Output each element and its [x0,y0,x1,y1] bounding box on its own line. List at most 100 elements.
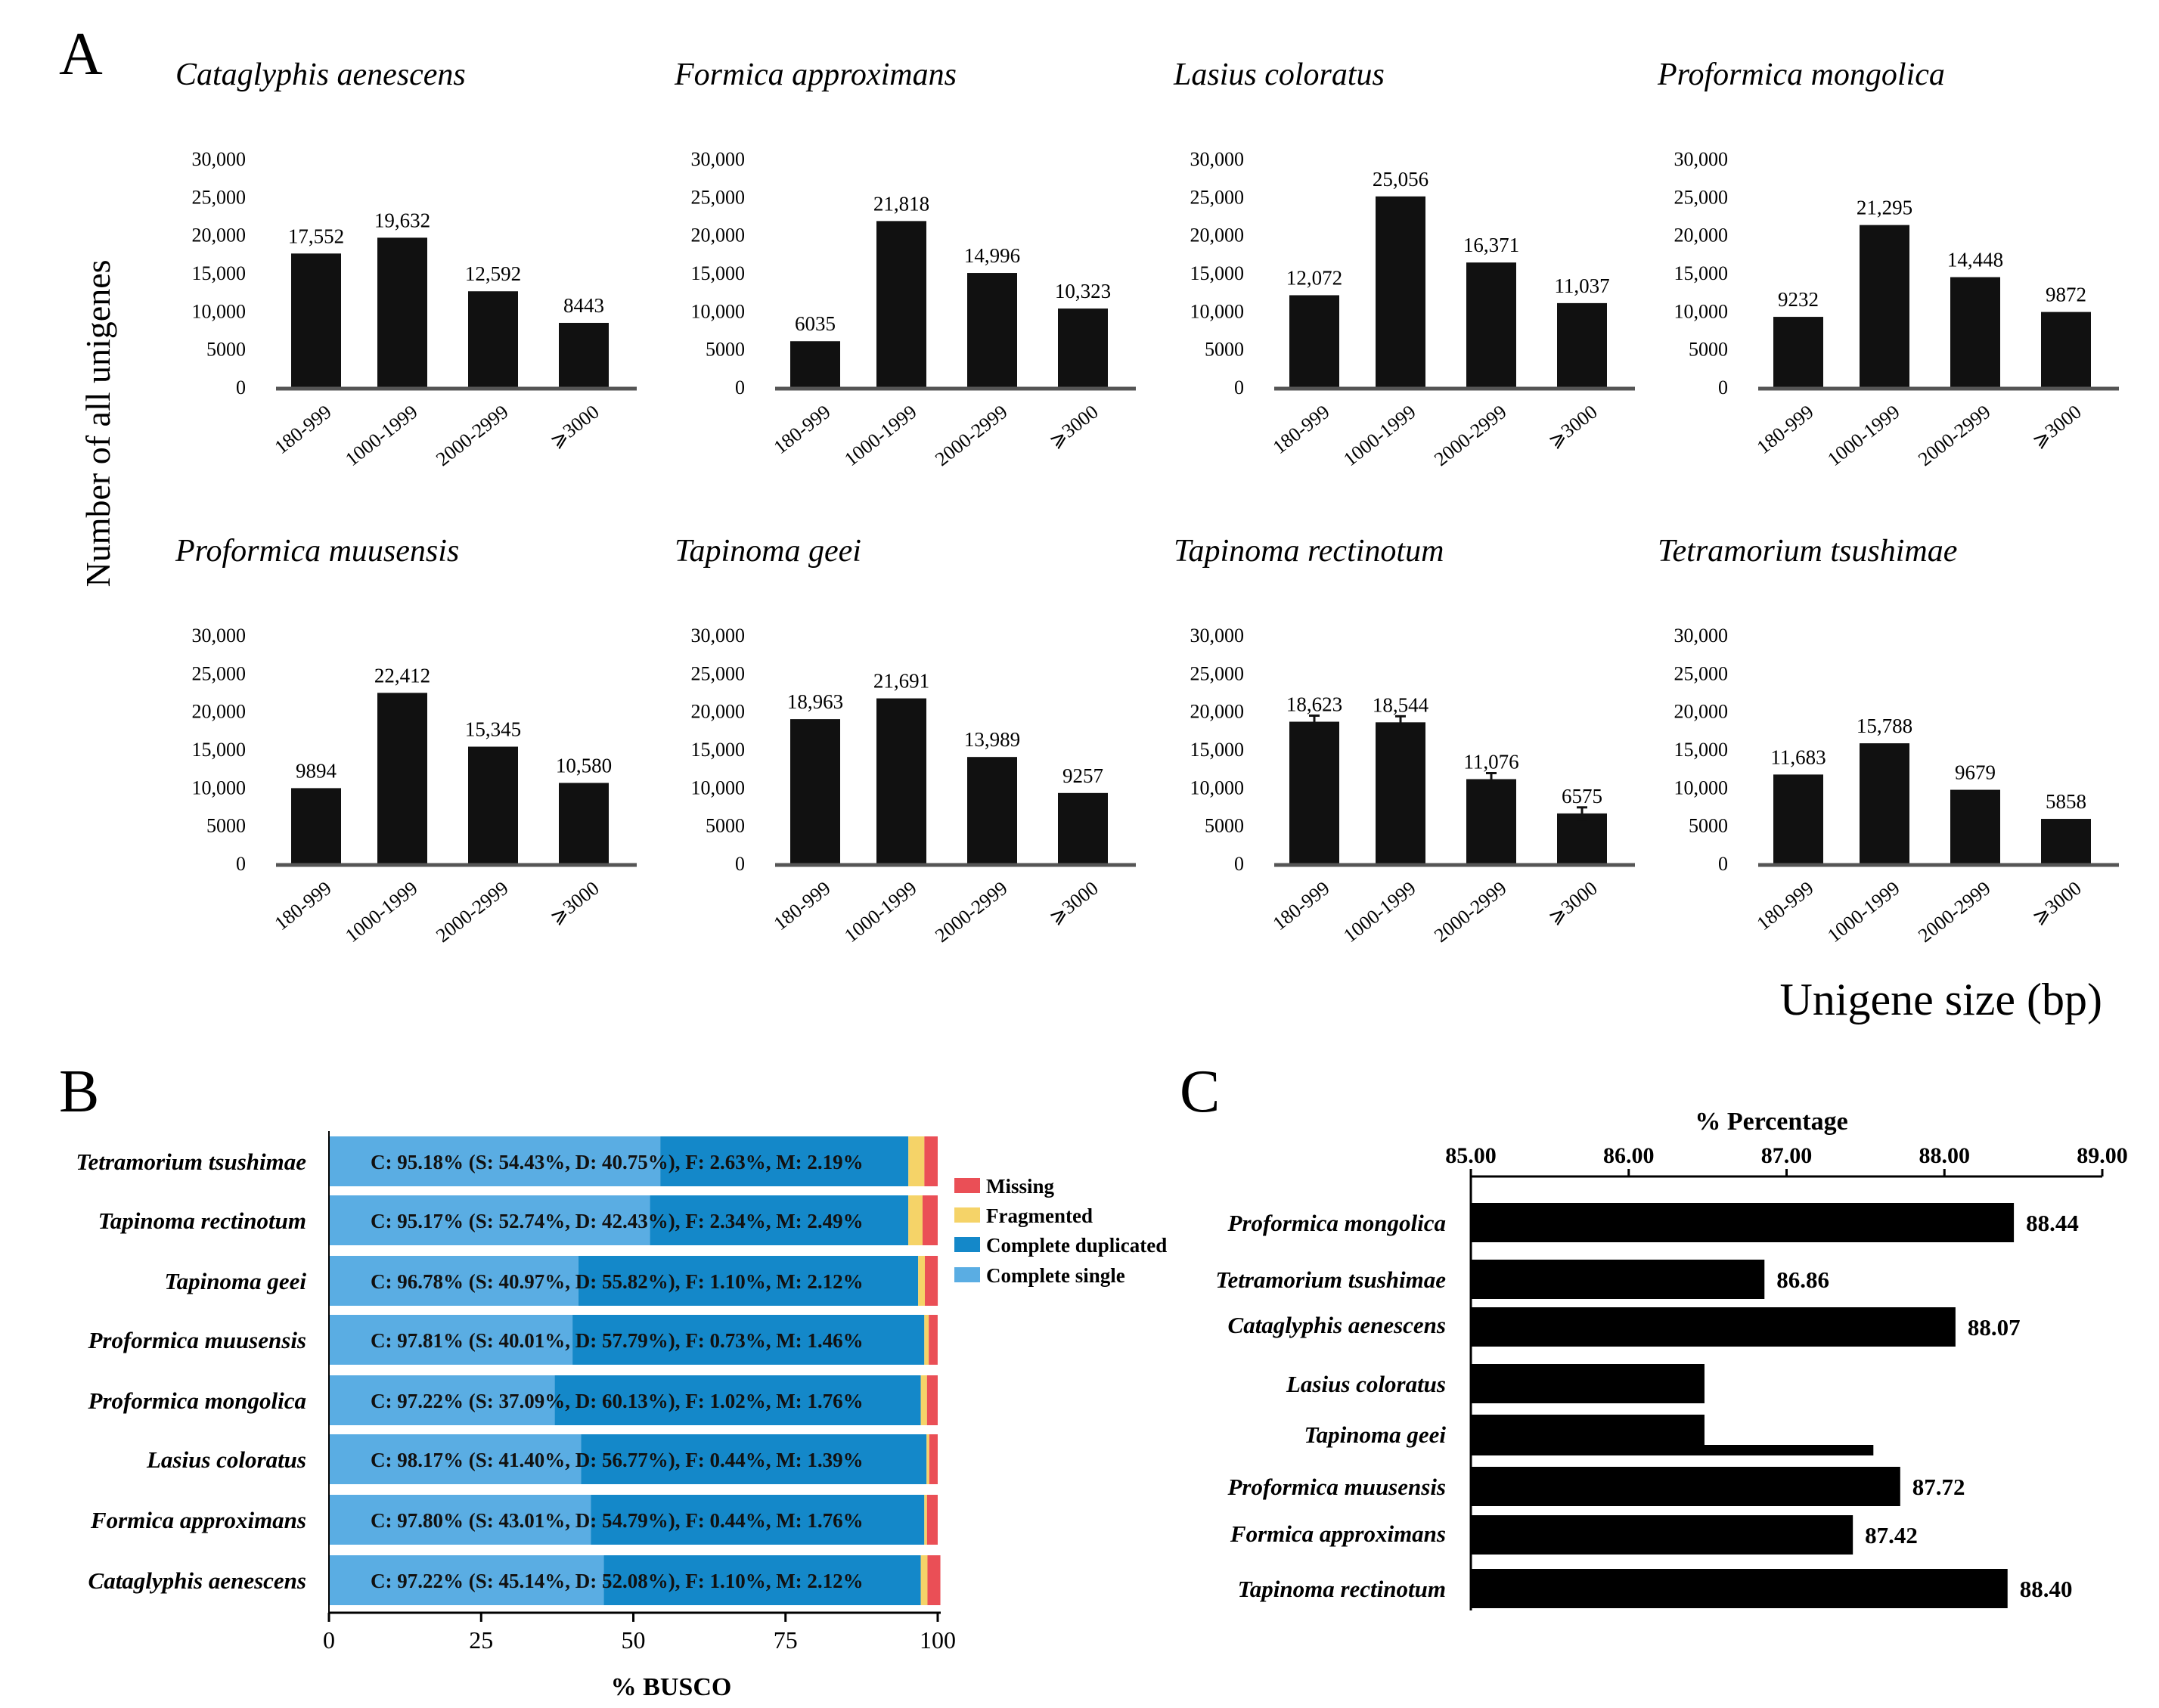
histogram-bar [559,323,609,387]
percentage-bar [1471,1569,2008,1608]
y-tick-label: 30,000 [691,625,746,646]
percentage-bar [1471,1260,1765,1299]
legend-swatch [954,1237,980,1252]
y-tick-label: 0 [735,853,745,875]
busco-segment-missing [922,1195,938,1245]
y-tick-label: 25,000 [691,662,746,684]
busco-segment-fragmented [908,1136,925,1186]
histogram-bar [1289,295,1339,387]
busco-legend-item: Complete duplicated [954,1234,1167,1257]
y-tick-label: 25,000 [1190,186,1245,208]
percentage-bar [1471,1307,1956,1347]
y-tick-label: 30,000 [1674,625,1729,646]
bar-value-label: 8443 [563,294,604,317]
busco-row: Cataglyphis aenescens C: 97.22% (S: 45.14… [88,1555,941,1605]
histogram-bar [1289,721,1339,863]
bar-value-label: 11,683 [1770,746,1826,768]
percentage-row: Lasius coloratus [1286,1364,1705,1403]
percentage-row: Proformica muusensis 87.72 [1227,1467,1965,1506]
y-tick-label: 5000 [706,815,745,837]
bar-value-label: 10,323 [1055,280,1111,302]
bar-value-label: 18,963 [787,690,843,713]
histogram-bar [1058,308,1108,387]
percentage-bar [1471,1364,1705,1403]
busco-bar-label: C: 96.78% (S: 40.97%, D: 55.82%), F: 1.1… [371,1270,864,1293]
bar-value-label: 21,691 [873,670,929,693]
busco-segment-missing [925,1256,938,1306]
panel-label-a: A [59,21,103,88]
y-tick-label: 10,000 [691,300,746,322]
busco-segment-complete-duplicated [650,1195,909,1245]
bar-value-label: 22,412 [374,664,430,687]
y-tick-label: 15,000 [691,262,746,284]
histogram-bar [1773,317,1823,387]
busco-x-tick-label: 75 [774,1626,798,1654]
busco-segment-complete-single [329,1495,591,1545]
histogram-bar [291,253,341,387]
y-tick-label: 15,000 [1190,262,1245,284]
percentage-x-tick-label: 85.00 [1445,1143,1497,1168]
percentage-value-label: 87.42 [1865,1522,1918,1548]
percentage-bar [1471,1203,2015,1242]
histogram-bar [1950,789,2000,863]
y-tick-label: 10,000 [1190,777,1245,798]
y-tick-label: 25,000 [1190,662,1245,684]
y-tick-label: 30,000 [192,625,247,646]
y-tick-label: 10,000 [691,777,746,798]
percentage-row: Cataglyphis aenescens 88.07 [1228,1307,2021,1347]
histogram-title: Proformica mongolica [1657,57,1945,92]
busco-row: Tetramorium tsushimae C: 95.18% (S: 54.43… [76,1136,938,1186]
panel-a-y-axis-label: Number of all unigenes [79,259,117,587]
y-tick-label: 5000 [206,815,246,837]
busco-segment-fragmented [924,1315,929,1365]
busco-segment-missing [924,1136,938,1186]
bar-value-label: 10,580 [556,754,612,777]
percentage-value-label: 88.40 [2020,1576,2073,1602]
panel-label-b: B [59,1059,99,1125]
percentage-species-label: Proformica muusensis [1227,1474,1446,1500]
y-tick-label: 5000 [1689,815,1728,837]
percentage-species-label: Cataglyphis aenescens [1228,1312,1446,1338]
y-tick-label: 30,000 [1190,148,1245,170]
busco-x-tick-label: 0 [323,1626,335,1654]
bar-value-label: 6035 [795,312,836,335]
busco-species-label: Lasius coloratus [146,1446,306,1473]
y-tick-label: 20,000 [1674,701,1729,723]
bar-value-label: 25,056 [1373,168,1428,191]
y-tick-label: 10,000 [1674,777,1729,798]
y-tick-label: 25,000 [192,662,247,684]
panel-c-percentage-chart: % Percentage 85.00 86.00 87.00 88.00 89.00 Pro… [1215,1108,2128,1610]
y-tick-label: 20,000 [1190,225,1245,246]
histogram-bar [790,719,840,863]
histogram-bar [468,291,518,387]
busco-segment-complete-single [329,1375,555,1425]
busco-segment-complete-duplicated [578,1256,919,1306]
busco-species-label: Tetramorium tsushimae [76,1148,306,1175]
y-tick-label: 0 [1234,853,1244,875]
busco-segment-complete-duplicated [581,1434,927,1484]
busco-species-label: Cataglyphis aenescens [88,1567,306,1594]
percentage-x-tick-label: 88.00 [1919,1143,1971,1168]
busco-row: Proformica muusensis C: 97.81% (S: 40.01%… [87,1315,938,1365]
percentage-value-label: 88.07 [1968,1314,2021,1341]
histogram-bar [1466,262,1516,387]
y-tick-label: 30,000 [1674,148,1729,170]
busco-species-label: Tapinoma rectinotum [98,1207,306,1234]
percentage-row: Proformica mongolica 88.44 [1227,1203,2079,1242]
percentage-row: Tapinoma rectinotum 88.40 [1238,1569,2073,1608]
busco-x-tick-label: 25 [469,1626,493,1654]
histogram-bar [291,788,341,863]
bar-value-label: 6575 [1562,785,1602,808]
busco-bar-label: C: 95.18% (S: 54.43%, D: 40.75%), F: 2.6… [371,1151,864,1173]
percentage-extra-bar [1471,1445,1874,1455]
y-tick-label: 10,000 [1674,300,1729,322]
panel-b-busco-chart: Tetramorium tsushimae C: 95.18% (S: 54.43… [76,1131,1167,1701]
busco-bar-label: C: 97.81% (S: 40.01%, D: 57.79%), F: 0.7… [371,1329,864,1352]
histogram-bar [967,273,1017,387]
busco-bar-label: C: 97.22% (S: 37.09%, D: 60.13%), F: 1.0… [371,1390,864,1412]
busco-row: Proformica mongolica C: 97.22% (S: 37.09%… [88,1375,938,1425]
busco-legend-item: Fragmented [954,1204,1093,1227]
percentage-row: Tetramorium tsushimae 86.86 [1215,1260,1829,1299]
busco-segment-fragmented [918,1256,926,1306]
busco-species-label: Tapinoma geei [165,1268,307,1294]
